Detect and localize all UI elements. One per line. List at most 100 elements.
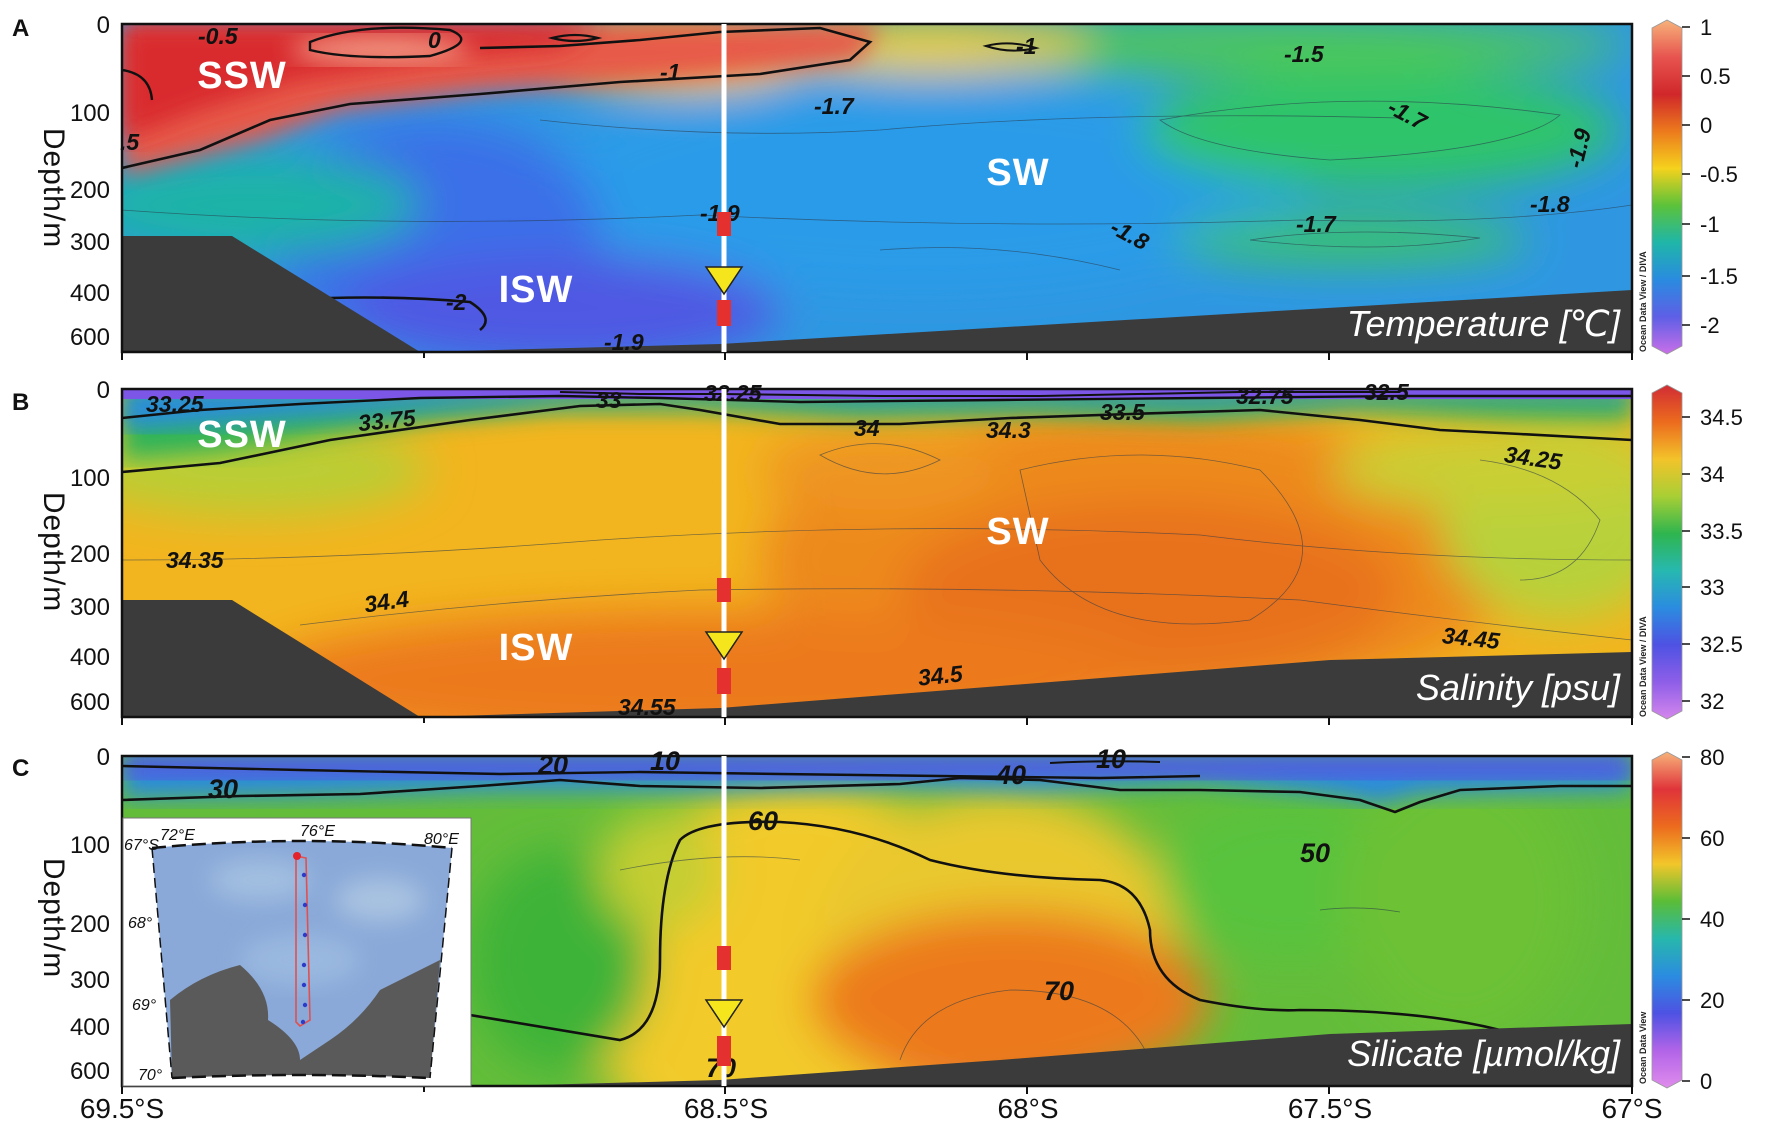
mooring-marker [704,756,744,1086]
y-tick-label: 300 [70,594,110,621]
contour-label: 0 [428,27,441,53]
inset-land [170,960,440,1078]
contour-label: 34.3 [986,417,1031,443]
watermark: Ocean Data View / DIVA [1638,251,1648,352]
panel-title: Temperature [℃] [1347,303,1621,344]
water-mass-label: SW [986,152,1049,194]
colorbar-tick-label: -2 [1700,313,1720,338]
contour-label: 20 [537,750,568,780]
contour-label: -1.7 [1296,211,1337,237]
y-axis-label: Depth/m [37,128,70,248]
colorbar-tick-label: 0.5 [1700,64,1731,89]
inset-lat-label: 68° [128,915,153,932]
colorbar: 34.5 34 33.5 33 32.5 32 [1651,384,1743,720]
y-ticks: 0 100 200 300 400 600 [70,12,110,351]
y-tick-label: 200 [70,541,110,568]
x-tick-label: 67.5°S [1288,1093,1372,1124]
colorbar-tick-label: 0 [1700,1069,1712,1094]
y-tick-label: 100 [70,832,110,859]
contour-label: -1 [660,59,680,85]
y-tick-label: 400 [70,280,110,307]
contour-label: 70 [1044,976,1074,1006]
seafloor-bottom [122,1024,1632,1086]
colorbar-tick-label: 60 [1700,826,1724,851]
y-tick-label: 300 [70,229,110,256]
contour-label: 34.4 [363,585,411,617]
colorbar-tick-label: 33 [1700,575,1724,600]
inset-lat-label: 69° [132,997,157,1014]
contour-label: -1 [1016,33,1036,59]
contour-label: 60 [748,806,778,836]
inset-map: 72°E 76°E 80°E 67°S 68° 69° 70° [122,817,472,1087]
seafloor-shelf [122,236,420,352]
contour-label: -1.8 [1530,191,1570,217]
contour-labels: 30 20 10 40 10 60 50 70 70 [208,744,1330,1083]
contour-label: 33 [596,387,622,413]
colorbar-tick-label: 80 [1700,745,1724,770]
inset-station-start [293,852,301,860]
panel-title: Salinity [psu] [1416,667,1621,708]
contour-label: 10 [1096,744,1126,774]
contour-label: 34.45 [1441,622,1502,654]
contour-label: -1.5 [1284,41,1325,67]
y-tick-label: 0 [97,377,110,404]
water-mass-label: SSW [197,55,287,97]
temperature-field [122,24,1632,352]
y-ticks: 0 100 200 300 400 600 [70,377,110,716]
y-tick-label: 300 [70,967,110,994]
y-ticks: 0 100 200 300 400 600 [70,744,110,1085]
watermark: Ocean Data View [1638,1011,1648,1084]
x-tick-label: 67°S [1601,1093,1662,1124]
colorbar-tick-label: 33.5 [1700,519,1743,544]
y-tick-label: 200 [70,177,110,204]
y-tick-label: 600 [70,1058,110,1085]
panel-letter: A [12,15,29,42]
panel-letter: B [12,389,29,416]
colorbar-tick-label: 34 [1700,462,1724,487]
y-tick-label: 600 [70,324,110,351]
contour-label: 34.35 [166,547,225,573]
seafloor-bottom [122,290,1632,352]
inset-lon-label: 80°E [424,831,459,848]
contour-label: 30 [208,774,238,804]
contour-label: 34 [854,415,880,441]
y-tick-label: 600 [70,689,110,716]
colorbar-tick-label: 32 [1700,689,1724,714]
inset-lon-label: 72°E [160,827,195,844]
panel-letter: C [12,755,29,782]
panel-b: B Depth/m 0 100 200 300 400 600 SSW SW I… [12,377,1743,725]
inset-transect [295,855,311,1028]
panel-title: Silicate [µmol/kg] [1347,1033,1621,1074]
colorbar-tick-label: 34.5 [1700,405,1743,430]
y-tick-label: 100 [70,465,110,492]
contour-label: -2 [446,289,467,315]
x-tick-label: 68°S [997,1093,1058,1124]
y-axis-label: Depth/m [37,858,70,978]
contour-label: .5 [120,129,140,155]
contour-label: -0.5 [198,23,239,49]
water-mass-label: ISW [499,269,574,311]
mooring-marker [704,389,744,717]
contour-label: 34.5 [917,660,965,691]
seafloor-shelf [122,600,420,717]
colorbar-tick-label: -1 [1700,212,1720,237]
inset-lat-label: 67°S [124,837,159,854]
watermark: Ocean Data View / DIVA [1638,616,1648,717]
y-axis-label: Depth/m [37,492,70,612]
contour-label: 40 [995,760,1026,790]
colorbar-tick-label: -0.5 [1700,162,1738,187]
contour-label: 32.5 [1364,379,1410,405]
x-axis-tick-labels: 69.5°S 68.5°S 68°S 67.5°S 67°S [80,1093,1663,1124]
water-mass-label: SW [986,511,1049,553]
contour-label: 33.75 [357,404,418,436]
water-mass-labels: SSW SW ISW [197,414,1049,669]
mooring-marker [704,24,744,352]
contour-label: 10 [650,746,680,776]
contour-label: 33.5 [1100,399,1146,425]
y-tick-label: 200 [70,911,110,938]
contour-label: -1.7 [814,93,855,119]
panel-c: C Depth/m 0 100 200 300 400 600 30 20 10… [12,744,1724,1094]
x-tick-label: 69.5°S [80,1093,164,1124]
water-mass-label: SSW [197,414,287,456]
